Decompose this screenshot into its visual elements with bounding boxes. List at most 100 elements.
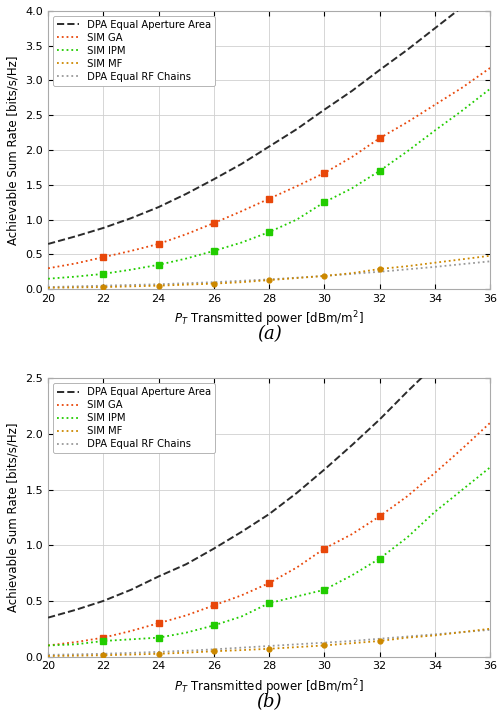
 SIM GA xyxy=(487,64,493,72)
 SIM MF xyxy=(183,648,189,657)
 SIM GA xyxy=(404,492,410,501)
 SIM IPM xyxy=(460,486,466,494)
 SIM GA xyxy=(45,264,51,273)
 SIM IPM xyxy=(404,533,410,542)
Line:  SIM MF: SIM MF xyxy=(48,629,490,656)
 DPA Equal RF Chains xyxy=(128,281,134,289)
 DPA Equal Aperture Area xyxy=(100,223,106,232)
 DPA Equal RF Chains xyxy=(432,263,438,271)
 SIM IPM xyxy=(100,270,106,278)
 SIM MF xyxy=(432,258,438,267)
 SIM MF xyxy=(404,633,410,642)
 DPA Equal Aperture Area xyxy=(432,24,438,33)
 SIM GA xyxy=(73,259,79,268)
 SIM IPM xyxy=(294,592,300,600)
 SIM IPM xyxy=(128,635,134,643)
 SIM IPM xyxy=(432,126,438,135)
 SIM GA xyxy=(211,218,217,227)
 DPA Equal RF Chains xyxy=(100,650,106,658)
 SIM MF xyxy=(128,282,134,291)
 DPA Equal RF Chains xyxy=(266,642,272,650)
 SIM GA xyxy=(238,591,244,600)
 SIM IPM xyxy=(183,628,189,637)
 DPA Equal RF Chains xyxy=(45,283,51,291)
 SIM IPM xyxy=(211,246,217,255)
Line:  SIM GA: SIM GA xyxy=(48,423,490,645)
 DPA Equal Aperture Area xyxy=(349,441,355,449)
 DPA Equal Aperture Area xyxy=(45,240,51,248)
Y-axis label: Achievable Sum Rate [bits/s/Hz]: Achievable Sum Rate [bits/s/Hz] xyxy=(7,423,20,612)
 SIM MF xyxy=(376,637,383,645)
 DPA Equal RF Chains xyxy=(294,273,300,282)
X-axis label: $P_T$ Transmitted power [dBm/m$^2$]: $P_T$ Transmitted power [dBm/m$^2$] xyxy=(174,310,364,329)
 DPA Equal Aperture Area xyxy=(100,597,106,605)
 DPA Equal Aperture Area xyxy=(404,388,410,396)
X-axis label: $P_T$ Transmitted power [dBm/m$^2$]: $P_T$ Transmitted power [dBm/m$^2$] xyxy=(174,677,364,697)
 SIM IPM xyxy=(45,274,51,283)
 DPA Equal RF Chains xyxy=(238,643,244,652)
 SIM IPM xyxy=(238,612,244,620)
Text: (b): (b) xyxy=(257,693,282,710)
 DPA Equal Aperture Area xyxy=(183,560,189,568)
 DPA Equal Aperture Area xyxy=(211,175,217,183)
 DPA Equal RF Chains xyxy=(128,648,134,657)
Line:  SIM IPM: SIM IPM xyxy=(48,468,490,645)
 DPA Equal RF Chains xyxy=(322,271,328,280)
 SIM MF xyxy=(211,279,217,288)
 DPA Equal RF Chains xyxy=(45,650,51,659)
 SIM GA xyxy=(376,512,383,521)
Line:  DPA Equal RF Chains: DPA Equal RF Chains xyxy=(48,630,490,655)
 DPA Equal RF Chains xyxy=(349,270,355,278)
 SIM GA xyxy=(211,601,217,610)
Line:  DPA Equal Aperture Area: DPA Equal Aperture Area xyxy=(48,0,490,244)
 SIM IPM xyxy=(487,84,493,93)
 SIM GA xyxy=(156,240,162,248)
 SIM IPM xyxy=(322,198,328,206)
 DPA Equal Aperture Area xyxy=(238,160,244,169)
 SIM IPM xyxy=(376,554,383,563)
 DPA Equal RF Chains xyxy=(183,279,189,288)
 DPA Equal RF Chains xyxy=(211,645,217,653)
 SIM GA xyxy=(376,134,383,143)
 SIM IPM xyxy=(432,508,438,516)
 SIM IPM xyxy=(487,463,493,472)
 DPA Equal RF Chains xyxy=(404,633,410,641)
 SIM IPM xyxy=(128,266,134,274)
 DPA Equal RF Chains xyxy=(460,628,466,636)
 SIM GA xyxy=(404,118,410,126)
 DPA Equal Aperture Area xyxy=(460,2,466,11)
 DPA Equal Aperture Area xyxy=(404,46,410,54)
 SIM GA xyxy=(128,627,134,635)
 DPA Equal Aperture Area xyxy=(322,466,328,474)
 SIM GA xyxy=(322,169,328,177)
 DPA Equal Aperture Area xyxy=(238,528,244,536)
 DPA Equal RF Chains xyxy=(211,278,217,286)
 SIM MF xyxy=(460,255,466,263)
 DPA Equal Aperture Area xyxy=(349,86,355,95)
 SIM IPM xyxy=(73,640,79,648)
 DPA Equal RF Chains xyxy=(432,630,438,638)
 DPA Equal Aperture Area xyxy=(294,488,300,497)
 SIM GA xyxy=(100,253,106,261)
 DPA Equal Aperture Area xyxy=(183,190,189,198)
 SIM GA xyxy=(266,194,272,203)
 DPA Equal Aperture Area xyxy=(266,142,272,151)
 DPA Equal RF Chains xyxy=(266,275,272,283)
 DPA Equal RF Chains xyxy=(487,257,493,266)
 SIM IPM xyxy=(156,633,162,642)
 SIM GA xyxy=(294,182,300,191)
 SIM MF xyxy=(238,278,244,286)
 SIM IPM xyxy=(460,106,466,115)
 SIM GA xyxy=(73,638,79,646)
 DPA Equal RF Chains xyxy=(73,650,79,658)
 DPA Equal Aperture Area xyxy=(294,125,300,134)
 SIM IPM xyxy=(266,599,272,608)
 SIM GA xyxy=(294,563,300,572)
 SIM MF xyxy=(238,646,244,655)
 SIM IPM xyxy=(73,272,79,281)
 SIM GA xyxy=(349,530,355,538)
 SIM MF xyxy=(183,281,189,289)
 SIM IPM xyxy=(238,238,244,247)
 SIM GA xyxy=(156,619,162,628)
 DPA Equal RF Chains xyxy=(487,625,493,634)
